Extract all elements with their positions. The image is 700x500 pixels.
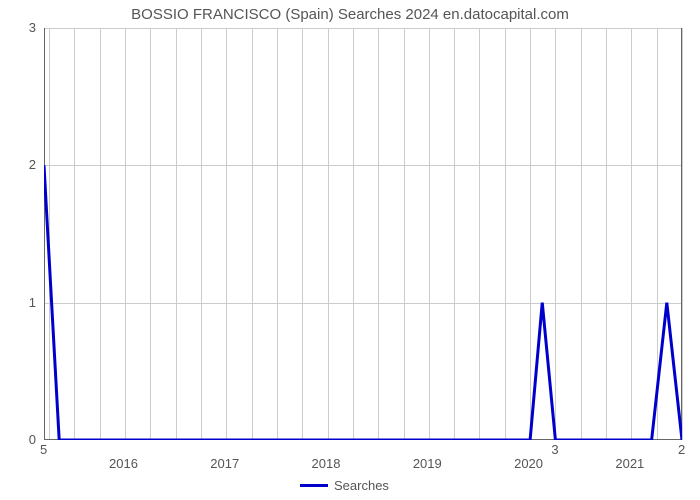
secondary-label: 2 bbox=[678, 442, 685, 457]
x-tick-label: 2021 bbox=[615, 456, 644, 471]
y-tick-label: 2 bbox=[29, 157, 36, 172]
y-tick-label: 1 bbox=[29, 295, 36, 310]
x-tick-label: 2020 bbox=[514, 456, 543, 471]
plot-area bbox=[44, 28, 682, 440]
legend-label: Searches bbox=[334, 478, 389, 493]
x-tick-label: 2017 bbox=[210, 456, 239, 471]
series-line bbox=[44, 28, 682, 440]
chart-title: BOSSIO FRANCISCO (Spain) Searches 2024 e… bbox=[0, 6, 700, 23]
x-tick-label: 2018 bbox=[312, 456, 341, 471]
legend: Searches bbox=[300, 478, 389, 493]
y-tick-label: 0 bbox=[29, 432, 36, 447]
gridline-v bbox=[682, 28, 683, 440]
secondary-label: 3 bbox=[551, 442, 558, 457]
x-tick-label: 2019 bbox=[413, 456, 442, 471]
secondary-label: 5 bbox=[40, 442, 47, 457]
y-tick-label: 3 bbox=[29, 20, 36, 35]
x-tick-label: 2016 bbox=[109, 456, 138, 471]
legend-swatch bbox=[300, 484, 328, 487]
chart-container: BOSSIO FRANCISCO (Spain) Searches 2024 e… bbox=[0, 0, 700, 500]
